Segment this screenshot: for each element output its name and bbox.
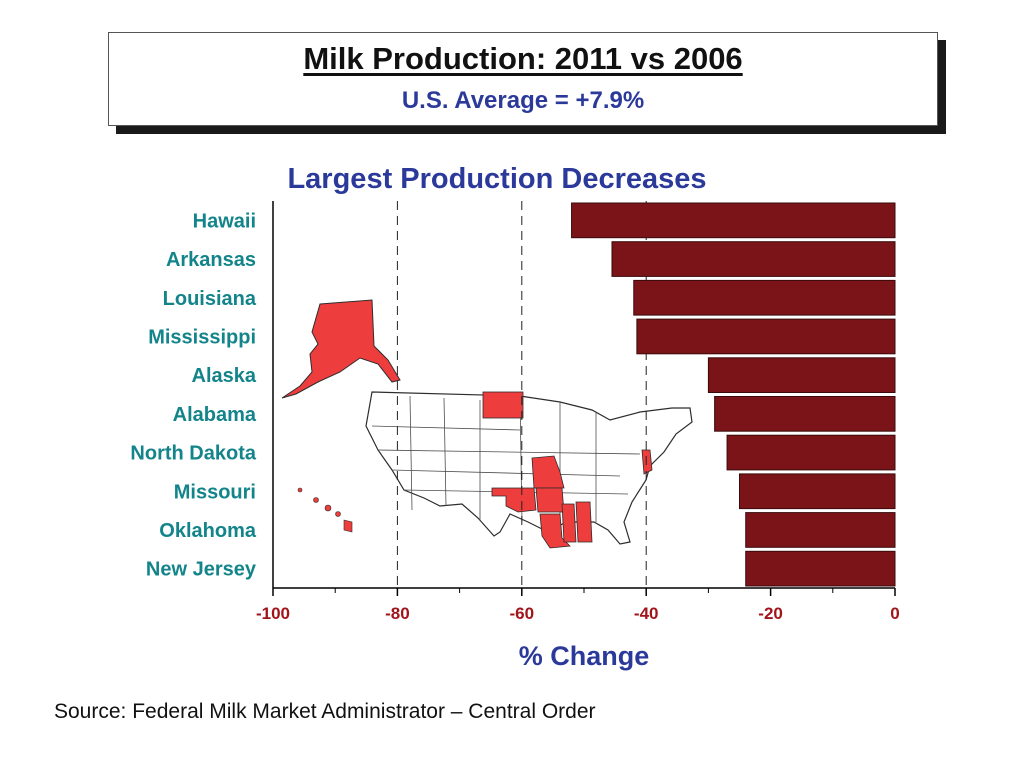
x-tick-label: -40: [634, 604, 659, 623]
bar: [636, 318, 896, 355]
title-box: Milk Production: 2011 vs 2006 U.S. Avera…: [108, 32, 938, 126]
category-label: Missouri: [174, 481, 256, 503]
x-tick-label: -20: [758, 604, 783, 623]
new-jersey-shape: [641, 449, 653, 475]
page-subtitle: U.S. Average = +7.9%: [401, 87, 645, 114]
bar: [745, 512, 896, 548]
arkansas-shape: [535, 487, 565, 513]
category-label: Louisiana: [163, 288, 257, 310]
category-label: Arkansas: [166, 249, 256, 271]
alabama-shape: [575, 501, 593, 543]
category-label: Alabama: [173, 404, 257, 426]
bar: [714, 396, 896, 432]
us-map-illustration: [281, 299, 693, 549]
category-label: Mississippi: [148, 326, 256, 348]
hawaii-shape: [297, 487, 353, 533]
x-tick-label: -100: [256, 604, 290, 623]
north-dakota-shape: [482, 391, 524, 419]
bars: [571, 202, 896, 587]
source-note: Source: Federal Milk Market Administrato…: [54, 700, 596, 723]
category-label: North Dakota: [130, 443, 256, 465]
x-axis-title: % Change: [519, 641, 650, 671]
category-label: New Jersey: [146, 559, 257, 581]
x-tick-label: -80: [385, 604, 410, 623]
missouri-shape: [531, 455, 565, 489]
oklahoma-shape: [491, 487, 537, 513]
x-ticks: [272, 588, 896, 596]
mississippi-shape: [561, 503, 577, 543]
bar: [726, 434, 896, 471]
louisiana-shape: [539, 513, 571, 549]
category-label: Hawaii: [193, 210, 256, 232]
x-tick-labels: -100 -80 -60 -40 -20 0: [256, 604, 900, 623]
bar: [633, 279, 896, 316]
bar: [739, 473, 896, 510]
bar: [611, 241, 896, 277]
page-title: Milk Production: 2011 vs 2006: [303, 41, 743, 76]
category-label: Alaska: [192, 365, 257, 387]
alaska-shape: [281, 299, 401, 399]
bar: [707, 357, 896, 394]
x-tick-label: 0: [890, 604, 899, 623]
bar-chart: Largest Production Decreases: [130, 163, 900, 671]
chart-area: Largest Production Decreases: [0, 150, 1024, 690]
category-labels: Hawaii Arkansas Louisiana Mississippi Alaska…: [130, 210, 256, 580]
bar: [571, 202, 896, 239]
lower-48-shape: [365, 391, 693, 545]
category-label: Oklahoma: [159, 520, 257, 542]
bar: [745, 550, 896, 587]
chart-title: Largest Production Decreases: [287, 163, 706, 195]
x-tick-label: -60: [510, 604, 535, 623]
